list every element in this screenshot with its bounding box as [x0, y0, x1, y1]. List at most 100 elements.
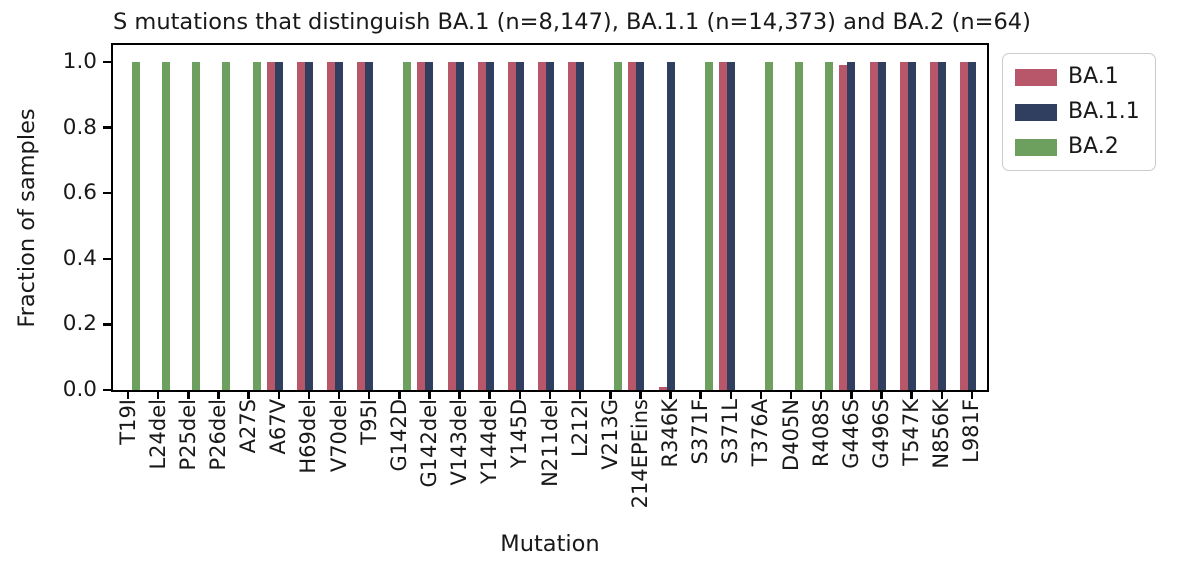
x-tick-mark — [458, 390, 461, 399]
bar-BA.1.1-N856K — [937, 62, 946, 390]
bar-BA.1-G142del — [417, 62, 426, 390]
x-tick-label-text: V213G — [597, 399, 622, 470]
bar-BA.1-Y145D — [507, 62, 516, 390]
x-tick-mark — [609, 390, 612, 399]
bar-BA.2-P26del — [222, 62, 231, 390]
x-tick-label-text: G142del — [416, 399, 441, 488]
y-tick-mark — [103, 191, 113, 195]
bar-BA.1.1-S371L — [726, 62, 735, 390]
legend: BA.1 BA.1.1 BA.2 — [1002, 53, 1156, 171]
bar-BA.1-S371L — [718, 62, 727, 390]
bar-BA.1.1-G446S — [847, 62, 856, 390]
bar-BA.1-L212I — [568, 62, 577, 390]
legend-item: BA.1 — [1015, 64, 1143, 90]
bar-BA.2-D405N — [795, 62, 804, 390]
y-tick-mark — [103, 323, 113, 326]
x-tick-label-text: G142D — [386, 399, 411, 472]
y-tick-mark — [103, 388, 113, 392]
x-tick-label-text: L212I — [567, 399, 592, 457]
x-tick-label-text: T95I — [356, 399, 381, 445]
bar-BA.2-T19I — [132, 62, 141, 390]
bar-BA.1.1-T547K — [907, 62, 916, 390]
y-tick-label: 0.6 — [62, 180, 97, 206]
x-tick-mark — [789, 390, 793, 399]
bar-BA.1-V70del — [327, 62, 336, 390]
x-tick-label-text: P26del — [205, 399, 230, 471]
bar-BA.1.1-G142del — [425, 62, 434, 390]
legend-label: BA.1.1 — [1068, 99, 1140, 124]
x-tick-label-text: Y144del — [477, 399, 502, 484]
bar-BA.2-R408S — [825, 62, 834, 390]
bar-BA.1.1-T95I — [365, 62, 374, 390]
y-tick-mark — [103, 257, 113, 261]
bar-BA.1-V143del — [447, 62, 456, 390]
bar-BA.1.1-214EPEins — [636, 62, 645, 390]
bar-BA.1.1-A67V — [274, 62, 283, 390]
bar-BA.1-N211del — [538, 62, 546, 390]
x-tick-mark — [850, 390, 853, 399]
legend-item: BA.2 — [1015, 134, 1143, 160]
x-tick-mark — [548, 390, 552, 399]
x-tick-mark — [699, 390, 702, 399]
x-tick-mark — [880, 390, 883, 399]
x-tick-mark — [518, 390, 522, 399]
x-tick-mark — [398, 390, 401, 399]
legend-label: BA.1 — [1068, 64, 1119, 89]
x-tick-label: L981F — [959, 399, 1025, 463]
bar-BA.1.1-G496S — [877, 62, 886, 390]
x-tick-label-text: T376A — [748, 399, 773, 467]
bar-BA.1.1-L212I — [576, 62, 585, 390]
legend-label: BA.2 — [1068, 134, 1119, 159]
legend-swatch-BA.1 — [1015, 68, 1057, 86]
x-tick-mark — [428, 390, 431, 399]
bar-BA.2-P25del — [192, 62, 201, 390]
y-tick-label: 0.8 — [62, 114, 97, 140]
bar-BA.1.1-V143del — [455, 62, 464, 390]
x-tick-label-text: N856K — [929, 399, 954, 469]
x-tick-label-text: S371L — [718, 399, 743, 465]
x-tick-label-text: A27S — [236, 399, 261, 454]
bar-BA.2-S371F — [704, 62, 713, 390]
x-tick-mark — [247, 390, 250, 399]
x-tick-label-text: R408S — [808, 399, 833, 468]
legend-swatch-BA.2 — [1015, 138, 1057, 156]
x-tick-mark — [337, 390, 341, 399]
bar-BA.1.1-L981F — [967, 62, 976, 390]
bar-BA.1-G496S — [869, 62, 878, 390]
x-tick-mark — [488, 390, 491, 399]
x-tick-label-text: D405N — [778, 399, 803, 471]
x-tick-label-text: Y145D — [507, 399, 532, 469]
x-tick-mark — [819, 390, 823, 399]
bar-BA.1-R346K — [658, 387, 667, 390]
bar-BA.1.1-N211del — [546, 62, 554, 390]
bar-BA.1.1-V70del — [335, 62, 344, 390]
x-tick-mark — [639, 390, 642, 399]
x-tick-label-text: T19I — [115, 399, 140, 445]
x-tick-label-text: H69del — [296, 399, 321, 474]
x-tick-mark — [669, 390, 672, 399]
x-tick-label-text: P25del — [175, 399, 200, 471]
x-axis-label: Mutation — [500, 531, 600, 557]
x-tick-mark — [307, 390, 311, 399]
x-tick-mark — [277, 390, 280, 399]
x-tick-label-text: S371F — [688, 399, 713, 465]
x-tick-mark — [156, 390, 160, 399]
x-tick-label-text: A67V — [266, 399, 291, 455]
bar-BA.2-L24del — [162, 62, 171, 390]
bar-BA.2-V213G — [614, 62, 623, 390]
y-axis-label: Fraction of samples — [14, 108, 40, 328]
bar-BA.1-G446S — [839, 65, 848, 390]
x-tick-mark — [729, 390, 733, 399]
bar-BA.2-A27S — [252, 62, 261, 390]
y-tick-label: 0.4 — [62, 245, 97, 271]
bar-BA.2-G142D — [403, 62, 412, 390]
y-tick-mark — [103, 126, 113, 129]
bar-BA.1.1-H69del — [304, 62, 313, 390]
bar-BA.1.1-Y145D — [515, 62, 524, 390]
x-tick-mark — [910, 390, 913, 399]
x-tick-mark — [578, 390, 582, 399]
x-tick-label-text: G446S — [838, 399, 863, 469]
x-tick-label-text: 214EPEins — [627, 399, 652, 509]
x-tick-mark — [367, 390, 371, 399]
